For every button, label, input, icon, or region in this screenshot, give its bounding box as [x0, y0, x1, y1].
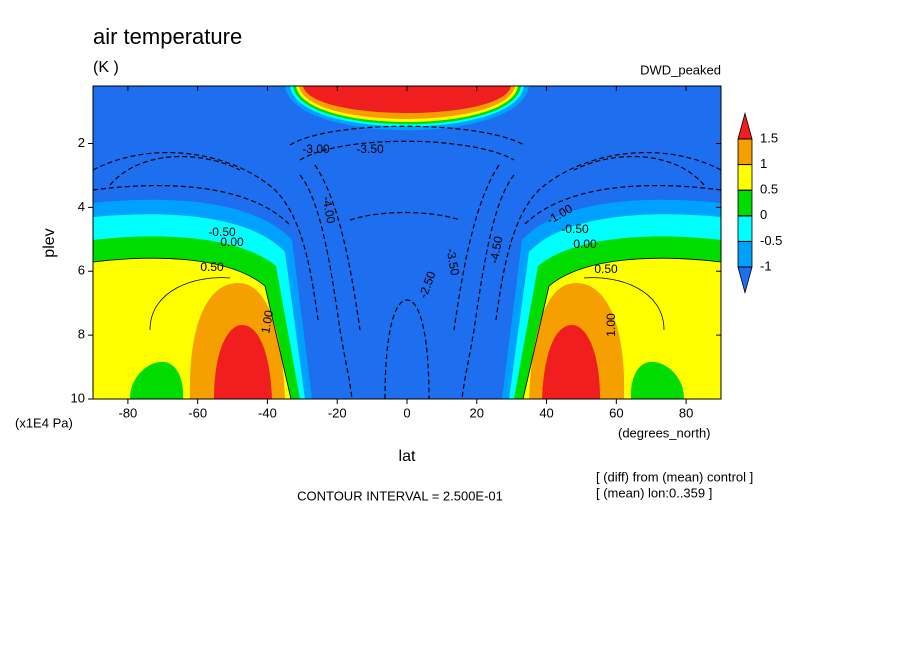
colorbar-label: 1: [760, 156, 767, 171]
y-tick-label: 6: [78, 263, 85, 278]
contour-field: [93, 86, 721, 399]
contour-label: 1.00: [604, 313, 618, 337]
colorbar-segment: [737, 164, 753, 191]
x-axis-label: lat: [399, 448, 416, 465]
colorbar-label: -1: [760, 258, 772, 273]
contour-label: 0.50: [200, 260, 224, 274]
colorbar-segment: [737, 138, 753, 165]
contour-line: [384, 299, 430, 399]
x-tick-label: 40: [539, 405, 553, 420]
contour-label: 0.50: [594, 262, 618, 276]
chart-title: air temperature: [93, 24, 242, 49]
contour-label: -4.00: [320, 195, 339, 225]
y-tick-label: 8: [78, 327, 85, 342]
note: [ (mean) lon:0..359 ]: [596, 485, 712, 500]
contour-label: -4.50: [487, 235, 506, 265]
note: [ (diff) from (mean) control ]: [596, 469, 753, 484]
footnote: CONTOUR INTERVAL = 2.500E-01: [297, 488, 503, 503]
x-tick-label: 80: [679, 405, 693, 420]
run-label: DWD_peaked: [640, 62, 721, 77]
x-tick-label: 0: [403, 405, 410, 420]
contour-label: -3.50: [356, 142, 384, 156]
x-tick-label: 20: [470, 405, 484, 420]
x-axis-unit: (degrees_north): [618, 425, 711, 440]
colorbar-label: 0: [760, 207, 767, 222]
y-tick-label: 2: [78, 135, 85, 150]
contour-label: -3.00: [302, 142, 330, 156]
y-axis-label: plev: [41, 228, 58, 257]
colorbar-label: 0.5: [760, 182, 778, 197]
colorbar-label: 1.5: [760, 130, 778, 145]
field-top: [303, 86, 511, 113]
y-axis-unit: (x1E4 Pa): [15, 415, 73, 430]
y-tick-label: 10: [71, 390, 85, 405]
x-tick-label: -80: [118, 405, 137, 420]
contour-line: [299, 140, 515, 161]
contour-label: -0.50: [561, 222, 589, 236]
contour-label: 1.00: [258, 309, 276, 335]
contour-label: 0.00: [220, 235, 244, 249]
contour-label: 0.00: [573, 237, 597, 251]
colorbar-label: -0.5: [760, 233, 782, 248]
colorbar-segment: [737, 241, 753, 268]
contour-line: [349, 211, 461, 221]
x-tick-label: -40: [258, 405, 277, 420]
subtitle: (K ): [93, 59, 119, 76]
colorbar-segment: [737, 215, 753, 242]
x-tick-label: -20: [328, 405, 347, 420]
contour-label: -3.50: [444, 247, 463, 277]
contour-label: -0.50: [208, 225, 236, 239]
colorbar-segment: [737, 189, 753, 217]
contour-line: [289, 125, 525, 146]
x-tick-label: 60: [609, 405, 623, 420]
y-tick-label: 4: [78, 199, 85, 214]
x-tick-label: -60: [188, 405, 207, 420]
